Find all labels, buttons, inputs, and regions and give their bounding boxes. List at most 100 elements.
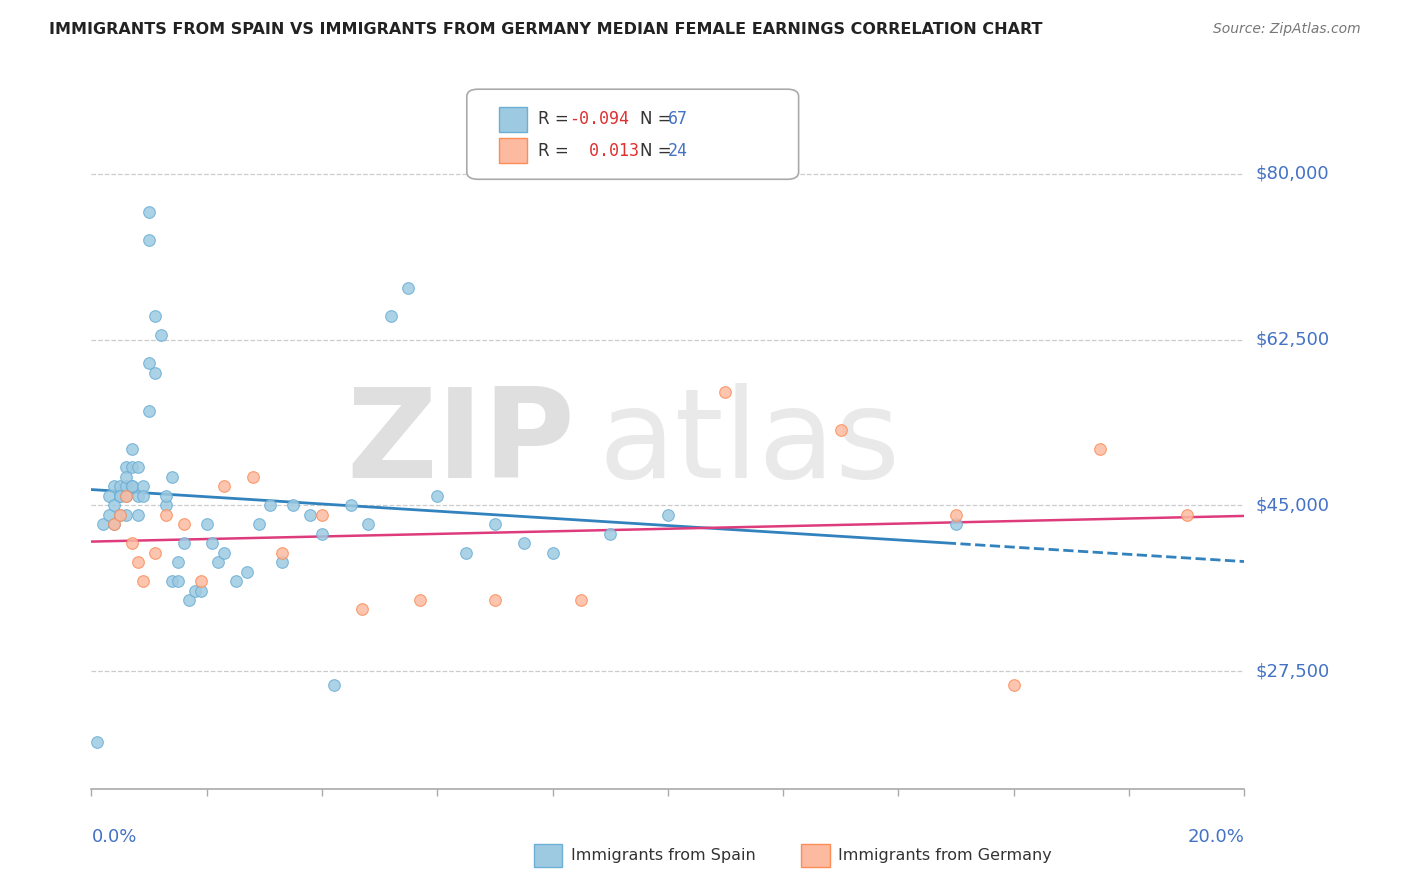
Point [115,470,138,484]
Point [138,233,160,247]
Point [599,526,621,541]
Point [138,356,160,370]
Text: 67: 67 [668,110,688,128]
Point [247,517,270,532]
Point [115,489,138,503]
Point [91,517,114,532]
Text: R =: R = [538,110,575,128]
Point [138,403,160,417]
Point [184,583,207,598]
Text: 0.0%: 0.0% [91,829,136,847]
Point [484,593,506,607]
Text: $45,000: $45,000 [1256,496,1330,515]
Point [270,546,292,560]
Point [1175,508,1198,522]
Text: N =: N = [640,142,676,160]
Point [103,479,125,493]
Text: atlas: atlas [599,384,901,504]
Point [155,489,177,503]
Point [143,546,166,560]
Point [190,583,212,598]
Point [201,536,224,550]
Text: R =: R = [538,142,575,160]
Text: 24: 24 [668,142,688,160]
Point [97,489,120,503]
Point [270,555,292,569]
Point [657,508,679,522]
Point [1088,442,1111,456]
Point [236,565,259,579]
Point [173,517,195,532]
Point [103,517,125,532]
Point [115,460,138,475]
Point [173,536,195,550]
Point [110,508,132,522]
Point [115,479,138,493]
Point [127,555,149,569]
Point [830,423,852,437]
Point [513,536,536,550]
Point [207,555,229,569]
Point [945,517,967,532]
Point [121,479,143,493]
Point [311,508,333,522]
Point [143,366,166,380]
Point [149,327,172,342]
Point [179,593,201,607]
Point [409,593,432,607]
Point [110,508,132,522]
Point [357,517,380,532]
Text: Source: ZipAtlas.com: Source: ZipAtlas.com [1213,22,1361,37]
Text: ZIP: ZIP [347,384,575,504]
Point [190,574,212,588]
Point [571,593,593,607]
Point [121,536,143,550]
Point [352,602,374,616]
Text: $27,500: $27,500 [1256,662,1330,680]
Point [281,499,305,513]
Point [103,499,125,513]
Point [160,470,183,484]
Text: $62,500: $62,500 [1256,331,1330,349]
Point [121,479,143,493]
Text: 20.0%: 20.0% [1188,829,1244,847]
Point [212,546,235,560]
Text: N =: N = [640,110,676,128]
Text: Immigrants from Spain: Immigrants from Spain [571,848,755,863]
Text: IMMIGRANTS FROM SPAIN VS IMMIGRANTS FROM GERMANY MEDIAN FEMALE EARNINGS CORRELAT: IMMIGRANTS FROM SPAIN VS IMMIGRANTS FROM… [49,22,1043,37]
Point [155,508,177,522]
Point [110,479,132,493]
Point [132,489,155,503]
Point [138,204,160,219]
Point [143,309,166,323]
Point [311,526,333,541]
Point [166,574,188,588]
Point [396,280,419,294]
Point [132,574,155,588]
Text: $80,000: $80,000 [1256,165,1329,183]
Point [380,309,402,323]
Point [195,517,218,532]
Point [340,499,363,513]
Point [86,735,108,749]
Point [714,384,737,399]
Point [115,508,138,522]
Text: Immigrants from Germany: Immigrants from Germany [838,848,1052,863]
Point [115,489,138,503]
Point [127,460,149,475]
Point [484,517,506,532]
Point [132,479,155,493]
Point [97,508,120,522]
Point [121,460,143,475]
Point [127,489,149,503]
Point [322,678,344,692]
Point [110,489,132,503]
Point [160,574,183,588]
Point [242,470,264,484]
Point [127,508,149,522]
Point [212,479,235,493]
Point [110,489,132,503]
Point [166,555,188,569]
Point [1002,678,1025,692]
Text: -0.094: -0.094 [569,110,630,128]
